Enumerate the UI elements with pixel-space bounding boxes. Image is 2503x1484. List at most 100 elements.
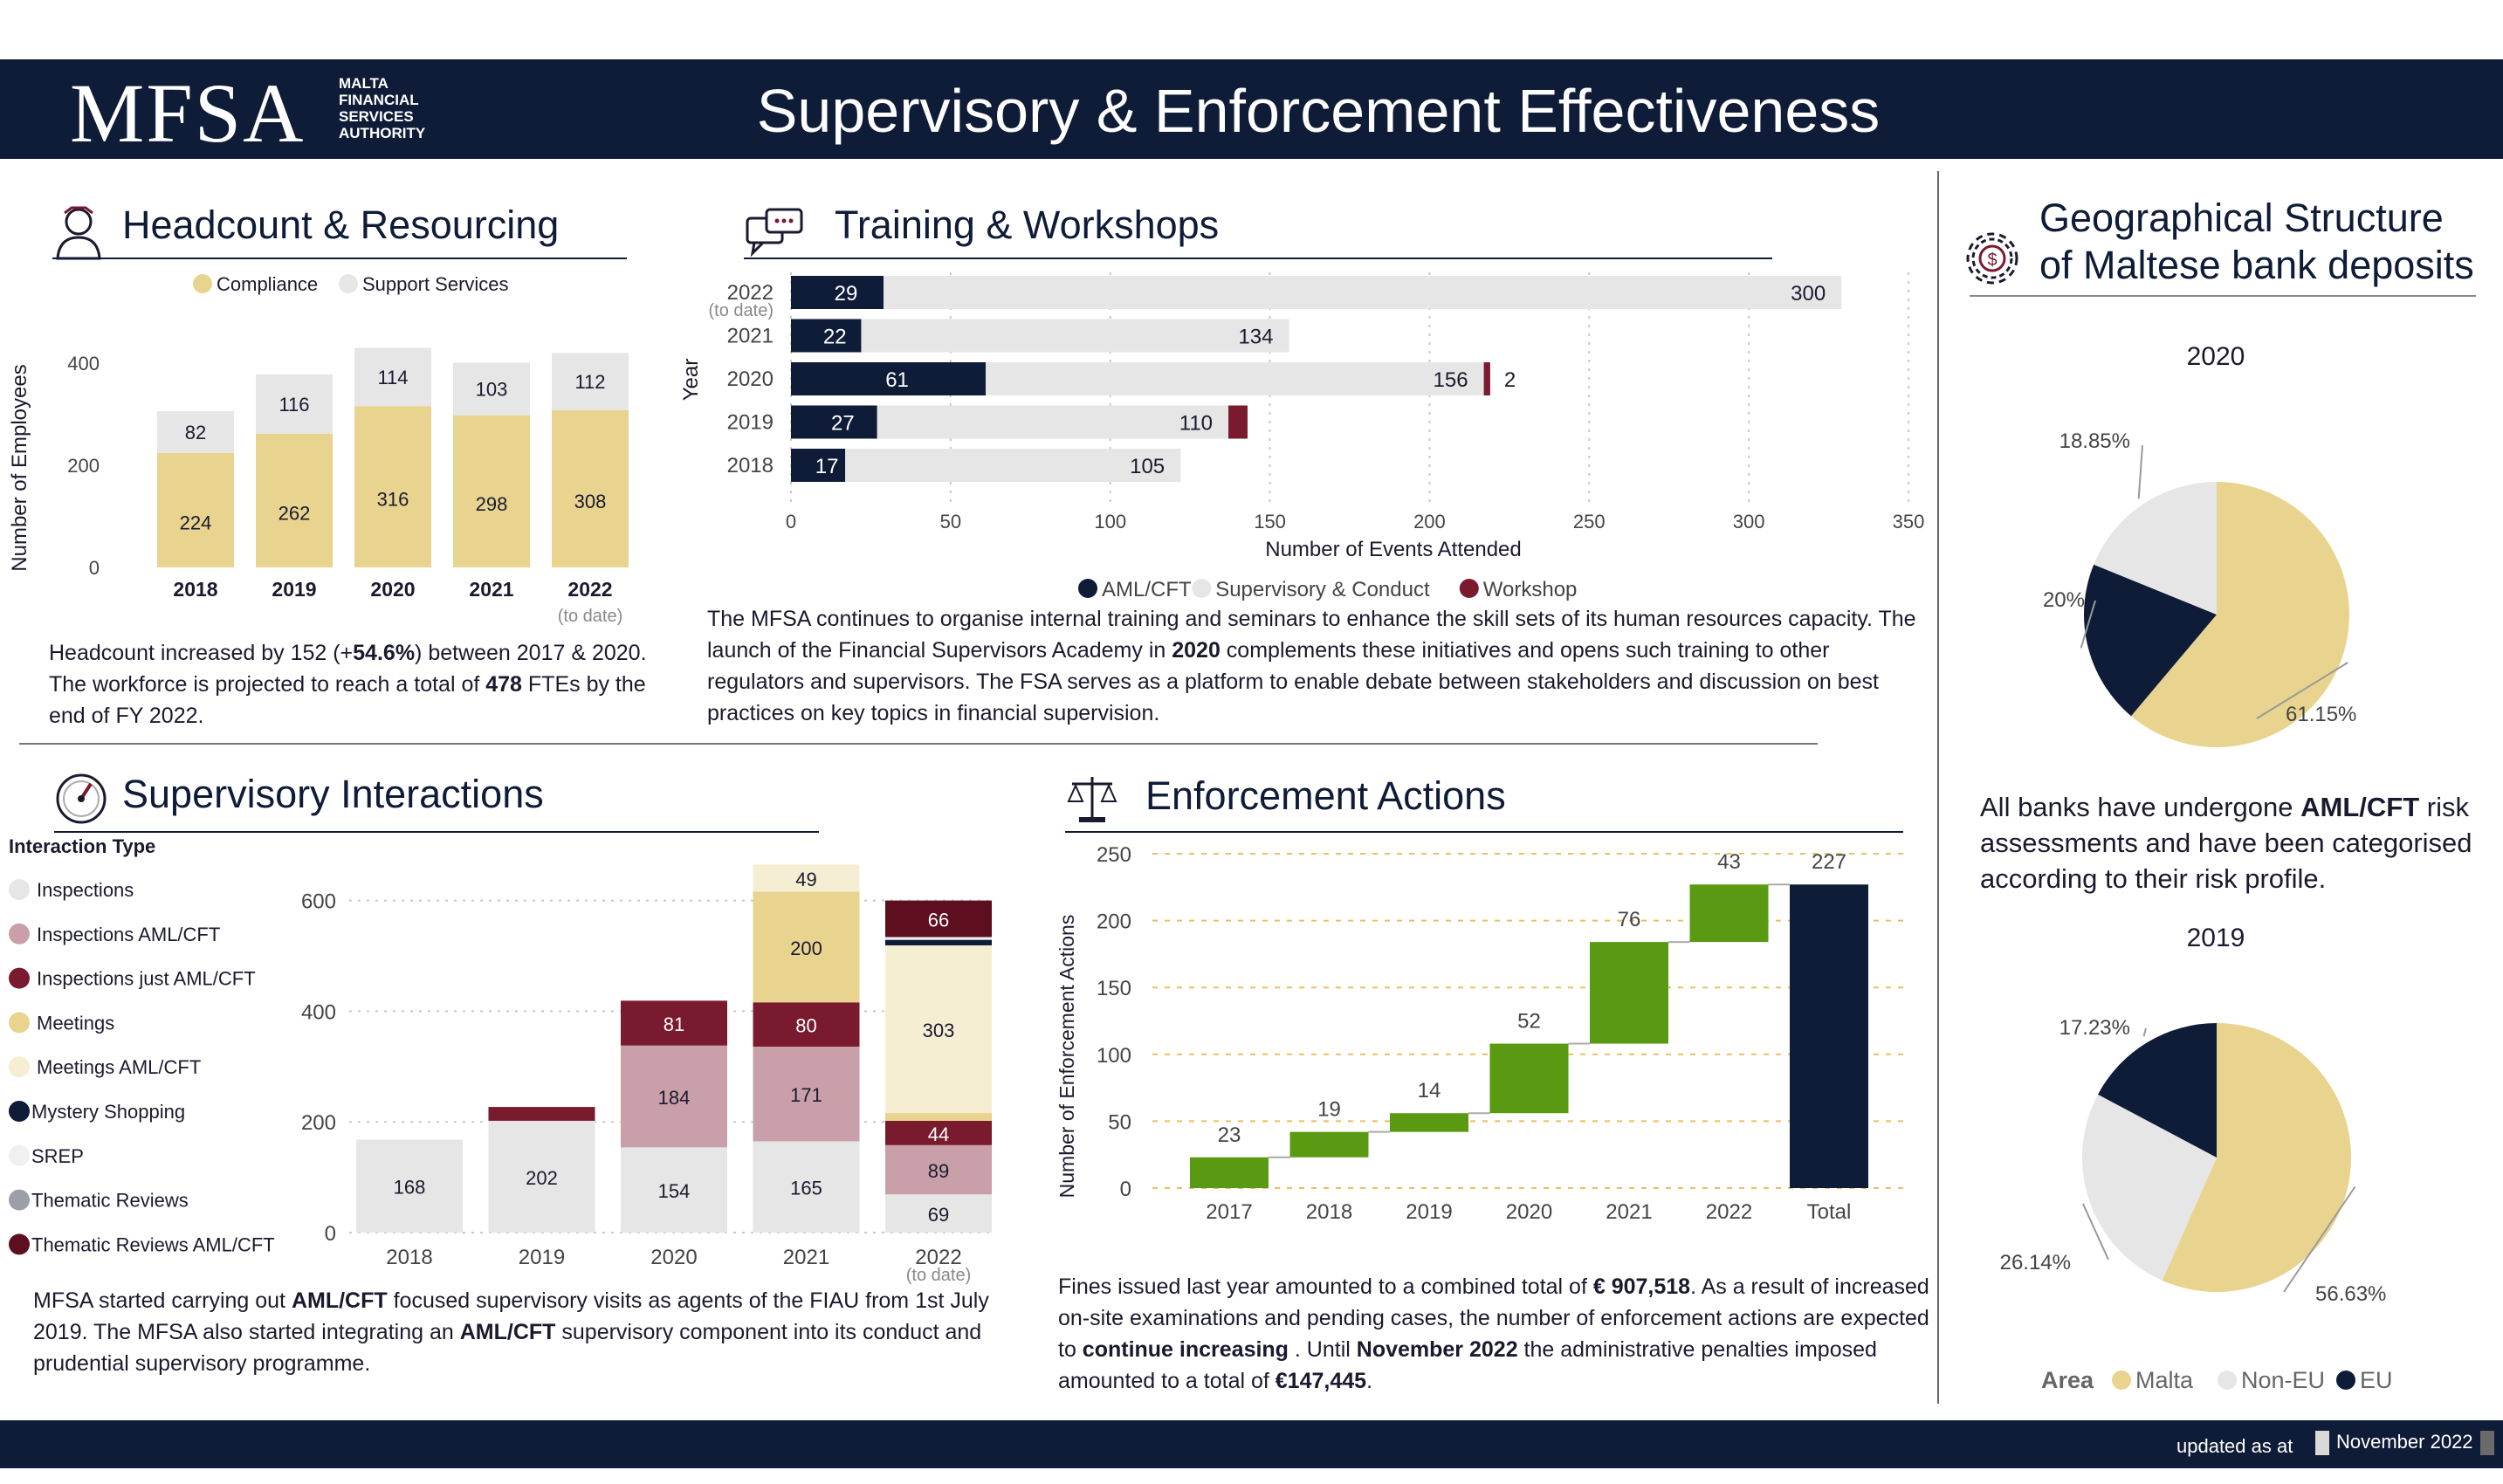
y-tick-label: 2018 (727, 454, 774, 477)
enforcement-paragraph: Fines issued last year amounted to a com… (1058, 1274, 1929, 1393)
bar-supervisory-conduct (861, 319, 1289, 353)
scales-icon (1067, 777, 1117, 822)
y-axis-label: Year (679, 359, 703, 402)
bar-value-label: 116 (278, 394, 309, 416)
legend-label-support-services: Support Services (362, 273, 509, 295)
legend-swatch (9, 1101, 30, 1122)
y-tick-label: 50 (1108, 1110, 1131, 1134)
training-title-rule (744, 258, 1772, 259)
bar-supervisory-conduct (884, 276, 1842, 309)
updated-label: updated as at (2176, 1435, 2293, 1457)
bar-value-label: 69 (928, 1204, 949, 1226)
waterfall-bar (1689, 884, 1769, 943)
x-tick-label: 2022 (915, 1246, 961, 1269)
bar-segment (488, 1107, 595, 1121)
y-axis-label: Number of Enforcement Actions (1056, 915, 1078, 1199)
bar-value-label: 76 (1618, 908, 1641, 931)
bar-value-label: 105 (1130, 455, 1165, 478)
bar-value-label: 27 (831, 412, 855, 436)
legend-swatch (2112, 1371, 2131, 1390)
bar-workshop (1483, 362, 1490, 395)
training-chart: 0 50 100 150 200 250 300 350 Number of Events At… (679, 272, 1924, 601)
interactions-chart: Interaction Type Inspections Inspections A… (9, 835, 995, 1285)
x-tick-label: 350 (1893, 511, 1925, 532)
leader-line (2080, 600, 2096, 649)
bar-value-label: 23 (1218, 1123, 1241, 1147)
x-tick-label: Total (1807, 1200, 1852, 1224)
bar-value-label: 44 (928, 1123, 949, 1145)
middle-divider (19, 743, 1818, 745)
bar-segment (354, 347, 431, 407)
bar-value-label: 66 (928, 910, 949, 931)
waterfall-bar (1489, 1043, 1569, 1114)
legend-swatch (9, 1144, 30, 1166)
y-tick-label: 100 (1097, 1044, 1131, 1068)
header-bar: MFSA MALTA FINANCIAL SERVICES AUTHORITY … (0, 59, 2503, 159)
bar-segment (453, 415, 530, 567)
geo-year-2019: 2019 (2186, 924, 2245, 952)
bar-value-label: 262 (278, 502, 311, 524)
x-tick-label: 100 (1094, 511, 1126, 532)
legend-label: EU (2360, 1367, 2393, 1393)
legend-label: Non-EU (2241, 1367, 2325, 1393)
bar-value-label: 202 (526, 1167, 558, 1189)
bar-value-label: 316 (377, 489, 409, 511)
bar-segment (885, 900, 992, 938)
waterfall-bar (1190, 1157, 1269, 1188)
pie-slice (2131, 482, 2349, 747)
bar-value-label: 110 (1179, 412, 1213, 436)
bar-aml-cft (791, 449, 846, 482)
bar-value-label: 2 (1504, 368, 1516, 392)
bar-value-label: 308 (574, 491, 607, 512)
legend-title: Interaction Type (9, 835, 155, 857)
legend-swatch-support-services (339, 274, 358, 293)
bar-segment (885, 1120, 992, 1145)
training-paragraph: The MFSA continues to organise internal … (707, 607, 1916, 725)
bar-value-label: 112 (574, 371, 605, 393)
bar-segment (552, 409, 629, 567)
bar-aml-cft (791, 319, 862, 353)
legend-swatch (1192, 579, 1212, 598)
legend-swatch (2218, 1371, 2237, 1390)
bar-segment (885, 1194, 992, 1233)
legend-title: Area (2041, 1367, 2094, 1393)
bar-segment (354, 406, 431, 567)
enforcement-chart: Number of Enforcement Actions 0 50 100 150 20… (1056, 843, 1903, 1224)
bar-aml-cft (791, 405, 877, 439)
interactions-title: Supervisory Interactions (122, 772, 544, 816)
bar-aml-cft (791, 276, 884, 309)
bar-value-label: 103 (476, 379, 508, 401)
bar-segment (885, 1113, 992, 1121)
geo-note: All banks have undergone AML/CFT risk as… (1980, 792, 2472, 894)
legend-swatch (9, 1233, 30, 1255)
y-tick-label: 400 (67, 353, 100, 374)
mfsa-logo: MFSA (70, 66, 306, 160)
bar-segment (753, 1141, 860, 1233)
x-tick-label: 2018 (1306, 1200, 1352, 1224)
bar-value-label: 165 (790, 1178, 822, 1199)
bar-value-label: 184 (658, 1087, 691, 1109)
leader-line (2081, 1203, 2109, 1261)
waterfall-bar (1590, 942, 1668, 1044)
pie-value-label: 17.23% (2059, 1016, 2130, 1040)
bar-segment (621, 1000, 727, 1046)
y-tick-label: 400 (301, 1000, 336, 1024)
bar-value-label: 303 (923, 1020, 955, 1041)
x-tick-label: 2021 (1606, 1200, 1652, 1224)
pie-chart-2020: 61.15% 20% 18.85% (2043, 429, 2356, 747)
bar-value-label: 134 (1238, 326, 1273, 349)
leader-line (2137, 444, 2143, 499)
x-tick-label: 2019 (519, 1246, 565, 1269)
bar-segment (157, 452, 234, 567)
bar-value-label: 227 (1812, 850, 1846, 874)
x-axis-label: Number of Events Attended (1265, 538, 1522, 561)
headcount-paragraph: Headcount increased by 152 (+54.6%) betw… (49, 641, 647, 728)
pie-value-label: 20% (2043, 588, 2085, 612)
legend-label: Mystery Shopping (31, 1101, 185, 1123)
bar-segment (356, 1139, 463, 1233)
legend-label: SREP (31, 1145, 84, 1167)
waterfall-bar (1790, 884, 1868, 1188)
person-icon (56, 206, 101, 260)
bar-segment (621, 1147, 727, 1233)
bar-value-label: 43 (1717, 850, 1741, 874)
